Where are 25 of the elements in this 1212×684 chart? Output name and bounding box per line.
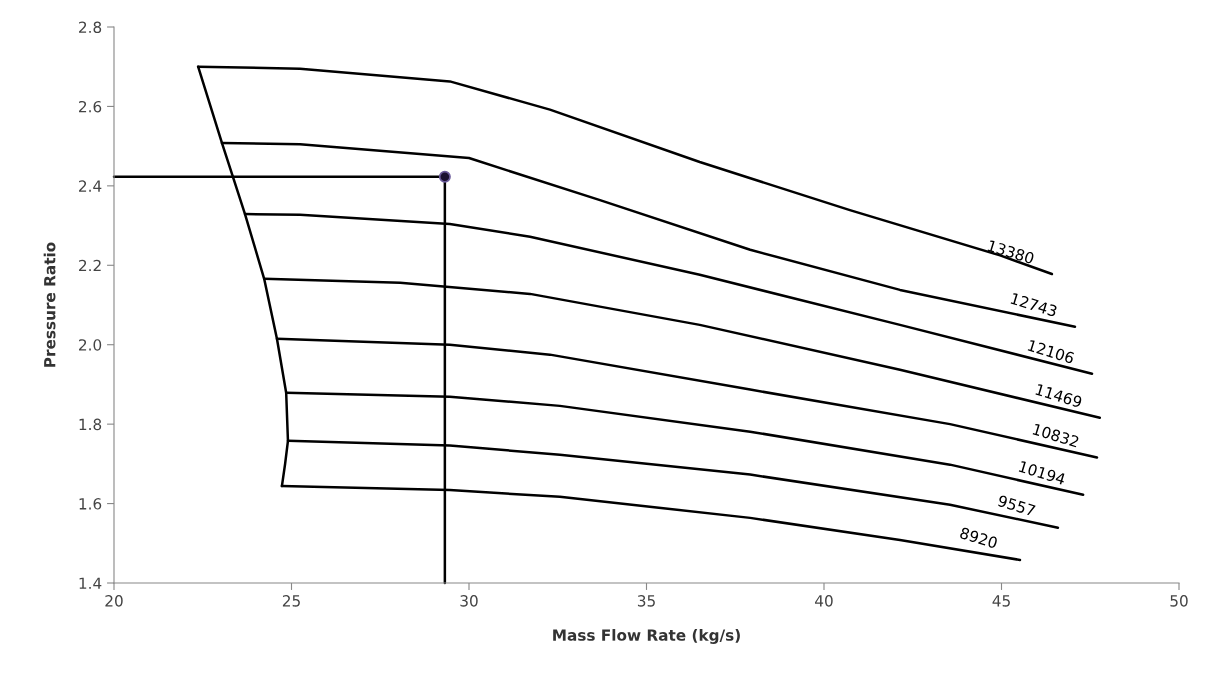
x-axis-title: Mass Flow Rate (kg/s)	[553, 629, 740, 644]
x-tick-label: 45	[992, 595, 1010, 607]
text: 9557	[997, 494, 1036, 517]
x-tick-label: 50	[1170, 595, 1188, 607]
x-tick-label: 40	[815, 595, 833, 607]
y-tick-label: 2.2	[79, 259, 101, 272]
y-tick-label: 1.6	[79, 498, 102, 510]
x-tick-label: 30	[460, 595, 478, 607]
text: 12743	[1010, 292, 1058, 317]
text: 8920	[959, 526, 998, 549]
y-tick-label: 2.6	[79, 100, 102, 113]
text: 10832	[1032, 423, 1080, 448]
x-tick-label: 35	[637, 595, 655, 607]
x-tick-label: 20	[105, 595, 123, 607]
text: 10194	[1018, 460, 1066, 486]
text: 11469	[1035, 383, 1083, 408]
x-tick-label: 25	[282, 595, 300, 607]
y-tick-label: 1.4	[79, 577, 102, 589]
y-axis-title: Pressure Ratio	[43, 242, 56, 367]
y-tick-label: 1.8	[79, 418, 102, 431]
text: 12106	[1027, 339, 1075, 364]
y-tick-label: 2.0	[79, 339, 102, 351]
y-tick-label: 2.8	[79, 21, 102, 34]
y-tick-label: 2.4	[79, 180, 102, 192]
text: 13380	[987, 239, 1035, 265]
